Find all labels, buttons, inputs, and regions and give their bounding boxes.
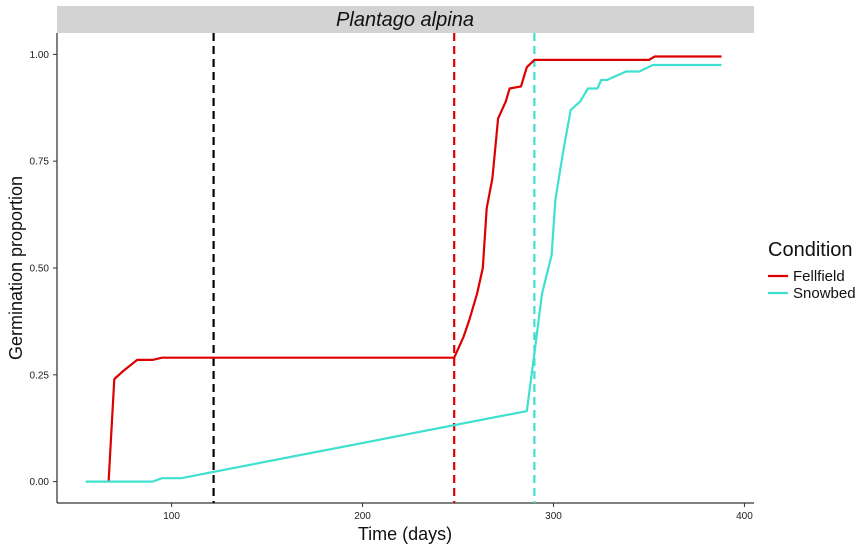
x-axis-title: Time (days)	[358, 524, 452, 544]
series-lines	[85, 55, 722, 483]
x-tick-label: 100	[163, 511, 180, 522]
legend-label-snowbed: Snowbed	[793, 285, 856, 302]
x-ticks: 100 200 300 400	[163, 503, 753, 522]
y-tick-label: 0.25	[30, 370, 50, 381]
y-tick-label: 0.00	[30, 477, 50, 488]
legend-title: Condition	[768, 239, 853, 261]
y-ticks: 0.00 0.25 0.50 0.75 1.00	[30, 50, 57, 488]
legend-label-fellfield: Fellfield	[793, 268, 845, 285]
series-line-snowbed	[85, 63, 722, 483]
x-tick-label: 300	[545, 511, 562, 522]
facet-strip	[57, 6, 754, 33]
y-tick-label: 0.75	[30, 157, 50, 168]
facet-title: Plantago alpina	[336, 9, 474, 31]
reference-lines	[212, 33, 536, 503]
y-tick-label: 1.00	[30, 50, 50, 61]
x-tick-label: 200	[354, 511, 371, 522]
y-tick-label: 0.50	[30, 264, 50, 275]
series-line-fellfield	[107, 55, 722, 482]
x-tick-label: 400	[736, 511, 753, 522]
y-axis-title: Germination proportion	[6, 176, 26, 360]
